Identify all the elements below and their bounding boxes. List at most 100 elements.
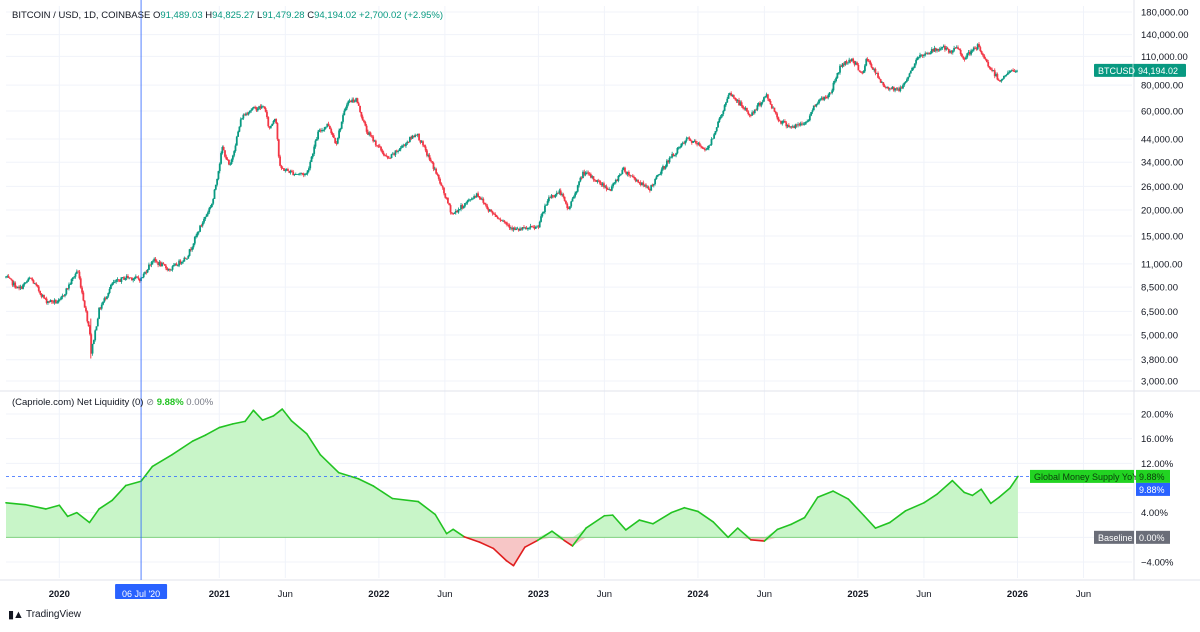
candle-body: [579, 177, 582, 182]
candle-body: [909, 70, 912, 74]
candle-body: [385, 155, 388, 157]
price-tick-label: 6,500.00: [1141, 307, 1178, 318]
candle-body: [776, 113, 778, 118]
candle-body: [188, 249, 191, 256]
candle-body: [420, 141, 423, 143]
candle-body: [624, 167, 626, 172]
candle-body: [721, 114, 723, 117]
candle-body: [571, 198, 574, 202]
candle-body: [422, 141, 424, 146]
candle-body: [504, 222, 507, 223]
liquidity-segment: [816, 490, 834, 499]
candle-body: [856, 62, 858, 66]
candle-body: [311, 153, 314, 157]
candle-body: [828, 92, 831, 96]
indicator-tick-label: −4.00%: [1141, 558, 1174, 569]
cursor-date-label: 06 Jul '20: [122, 589, 160, 599]
candle-body: [288, 170, 291, 173]
candle-body: [83, 300, 86, 308]
eye-off-icon[interactable]: ⊘: [146, 397, 155, 408]
candle-body: [464, 203, 466, 207]
candle-body: [928, 53, 931, 55]
candle-body: [766, 94, 769, 99]
liquidity-series: [5, 408, 1030, 567]
candle-body: [831, 90, 834, 94]
liquidity-segment: [244, 409, 255, 423]
candle-body: [700, 145, 702, 147]
indicator-title[interactable]: (Capriole.com) Net Liquidity (0): [12, 397, 144, 408]
candle-body: [726, 98, 729, 103]
candle-body: [858, 70, 861, 72]
candle-body: [228, 159, 230, 165]
candle-body: [374, 140, 377, 146]
candle-body: [263, 106, 266, 109]
indicator-tick-label: 4.00%: [1141, 508, 1168, 519]
candle-body: [582, 171, 584, 178]
candle-body: [146, 269, 149, 273]
indicator-tick-label: 20.00%: [1141, 410, 1174, 421]
candle-body: [878, 77, 881, 80]
candle-body: [904, 81, 907, 83]
candle-body: [79, 278, 82, 288]
candle-body: [444, 193, 447, 198]
candle-body: [284, 170, 287, 171]
candle-body: [120, 277, 123, 282]
candle-body: [229, 163, 232, 165]
candle-body: [106, 296, 108, 299]
candle-body: [357, 103, 360, 106]
liquidity-segment: [512, 546, 526, 567]
liquidity-positive-area: [6, 409, 1018, 538]
candle-body: [487, 208, 490, 212]
candle-body: [857, 65, 860, 71]
liquidity-segment: [66, 511, 78, 518]
candle-body: [478, 195, 481, 198]
candle-body: [978, 44, 980, 48]
candle-body: [412, 135, 415, 138]
time-tick-label: 2026: [1007, 589, 1028, 600]
candle-body: [471, 198, 474, 200]
candle-body: [963, 58, 966, 60]
candle-body: [836, 73, 839, 78]
tradingview-logo[interactable]: ▮▲ TradingView: [8, 608, 81, 621]
candle-body: [390, 154, 393, 158]
liquidity-segment: [111, 484, 127, 502]
candle-body: [171, 266, 174, 270]
candle-body: [73, 276, 76, 278]
candle-body: [968, 52, 971, 55]
candle-body: [663, 166, 666, 169]
candle-body: [14, 282, 17, 288]
candle-body: [713, 134, 716, 139]
candle-body: [238, 126, 241, 132]
candle-body: [47, 301, 49, 303]
candle-body: [297, 173, 300, 175]
candle-body: [309, 161, 312, 169]
candle-body: [226, 159, 229, 161]
candle-body: [625, 171, 628, 175]
candle-body: [841, 63, 844, 67]
candle-body: [399, 147, 402, 150]
candle-body: [31, 278, 34, 281]
candle-body: [517, 228, 520, 231]
candle-body: [54, 299, 57, 303]
candle-body: [574, 193, 577, 197]
candle-body: [445, 197, 448, 199]
candle-body: [486, 205, 489, 209]
candle-body: [864, 65, 866, 72]
candle-body: [588, 173, 591, 175]
candle-body: [643, 184, 646, 186]
candle-body: [149, 264, 152, 266]
liquidity-segment: [372, 485, 394, 500]
candle-body: [554, 194, 557, 197]
candle-body: [210, 203, 213, 207]
candle-body: [313, 146, 316, 154]
candle-body: [929, 53, 932, 55]
candle-body: [563, 196, 566, 201]
candle-body: [276, 123, 279, 140]
candle-body: [991, 69, 994, 71]
candle-body: [315, 139, 318, 141]
candle-body: [755, 109, 757, 111]
candle-body: [597, 180, 600, 182]
candle-body: [995, 74, 997, 77]
price-tick-label: 5,000.00: [1141, 330, 1178, 341]
